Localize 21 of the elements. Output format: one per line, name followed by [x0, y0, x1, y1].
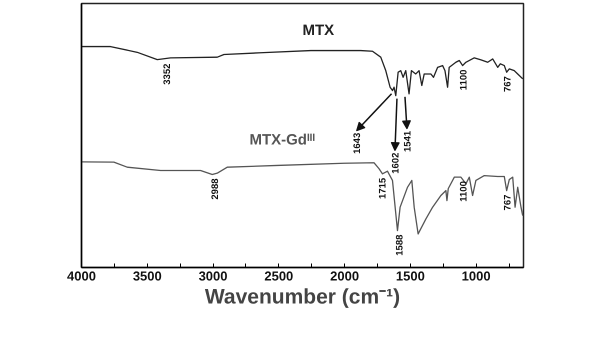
x-axis-title: Wavenumber (cm⁻¹)	[204, 286, 400, 308]
annotation: 767	[502, 194, 514, 210]
annotation: 1100	[458, 181, 470, 202]
x-tick-label: 1500	[396, 268, 425, 284]
x-tick-label: 3000	[198, 268, 228, 284]
series-label: MTX-Gdᴵᴵᴵ	[249, 132, 316, 149]
annotation: 1643	[352, 132, 364, 154]
x-tick-label: 2500	[264, 268, 294, 284]
series-label: MTX	[302, 22, 334, 40]
annotation: 1602	[390, 152, 402, 174]
annotation: 1588	[394, 234, 406, 256]
annotation: 1541	[402, 130, 414, 152]
x-tick-label: 3500	[132, 268, 162, 284]
annotation: 1715	[378, 177, 389, 199]
x-tick-label: 2000	[330, 268, 360, 284]
annotation: 767	[502, 76, 514, 92]
annotation: 2988	[210, 178, 222, 200]
x-tick-label: 1000	[462, 268, 491, 284]
annotation: 3352	[162, 64, 174, 85]
x-tick-label: 4000	[67, 268, 96, 284]
annotation: 1100	[458, 70, 470, 90]
